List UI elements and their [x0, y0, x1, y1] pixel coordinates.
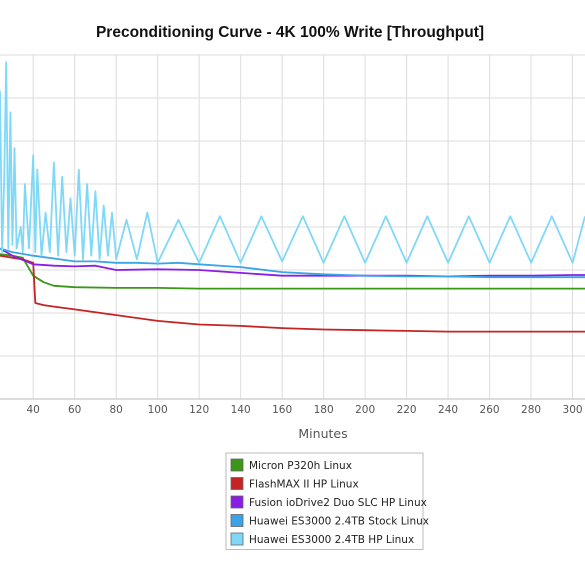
x-axis-label: Minutes	[298, 426, 347, 441]
x-tick-label: 40	[27, 404, 40, 416]
x-tick-label: 280	[521, 404, 541, 416]
x-tick-label: 120	[189, 404, 209, 416]
legend-item: Huawei ES3000 2.4TB Stock Linux	[230, 514, 429, 528]
x-tick-label: 240	[438, 404, 458, 416]
legend-swatch	[230, 514, 244, 527]
x-tick-label: 200	[355, 404, 375, 416]
x-tick-label: 60	[68, 404, 81, 416]
legend-box	[225, 452, 424, 550]
x-axis-ticks: 40 60 80 100 120 140 160 180 200 220 240 260 280 300	[27, 404, 583, 416]
legend-swatch	[230, 532, 244, 546]
series-line-micron-p320h-linux	[0, 253, 585, 290]
legend-item: Micron P320h Linux	[230, 458, 352, 472]
series-lines	[0, 61, 585, 333]
x-tick-label: 80	[109, 404, 122, 416]
series-line-fusion-iodrive2-duo-slc-hp-linux	[0, 247, 585, 278]
x-tick-label: 300	[563, 404, 583, 416]
legend-label: Huawei ES3000 2.4TB Stock Linux	[249, 516, 429, 528]
series-line-huawei-es3000-2-4tb-stock-linux	[0, 247, 585, 279]
grid	[0, 54, 585, 400]
legend-item: FlashMAX II HP Linux	[230, 477, 359, 491]
legend-label: Huawei ES3000 2.4TB HP Linux	[249, 534, 414, 546]
series-line-huawei-es3000-2-4tb-hp-linux	[0, 61, 585, 264]
x-tick-label: 140	[231, 404, 251, 416]
legend-item: Fusion ioDrive2 Duo SLC HP Linux	[230, 495, 427, 509]
legend-swatch	[230, 458, 244, 472]
x-tick-label: 260	[480, 404, 500, 416]
legend-label: FlashMAX II HP Linux	[249, 479, 359, 491]
legend: Micron P320h Linux FlashMAX II HP Linux Fu…	[225, 452, 429, 550]
x-tick-label: 160	[272, 404, 292, 416]
x-tick-label: 220	[397, 404, 417, 416]
legend-label: Micron P320h Linux	[249, 460, 352, 472]
x-tick-label: 100	[148, 404, 168, 416]
legend-label: Fusion ioDrive2 Duo SLC HP Linux	[249, 497, 427, 509]
chart-title: Preconditioning Curve - 4K 100% Write [T…	[96, 24, 484, 41]
legend-swatch	[230, 477, 244, 490]
x-tick-label: 180	[314, 404, 334, 416]
series-line-flashmax-ii-hp-linux	[0, 254, 585, 333]
legend-item: Huawei ES3000 2.4TB HP Linux	[230, 532, 414, 546]
legend-swatch	[230, 495, 244, 509]
